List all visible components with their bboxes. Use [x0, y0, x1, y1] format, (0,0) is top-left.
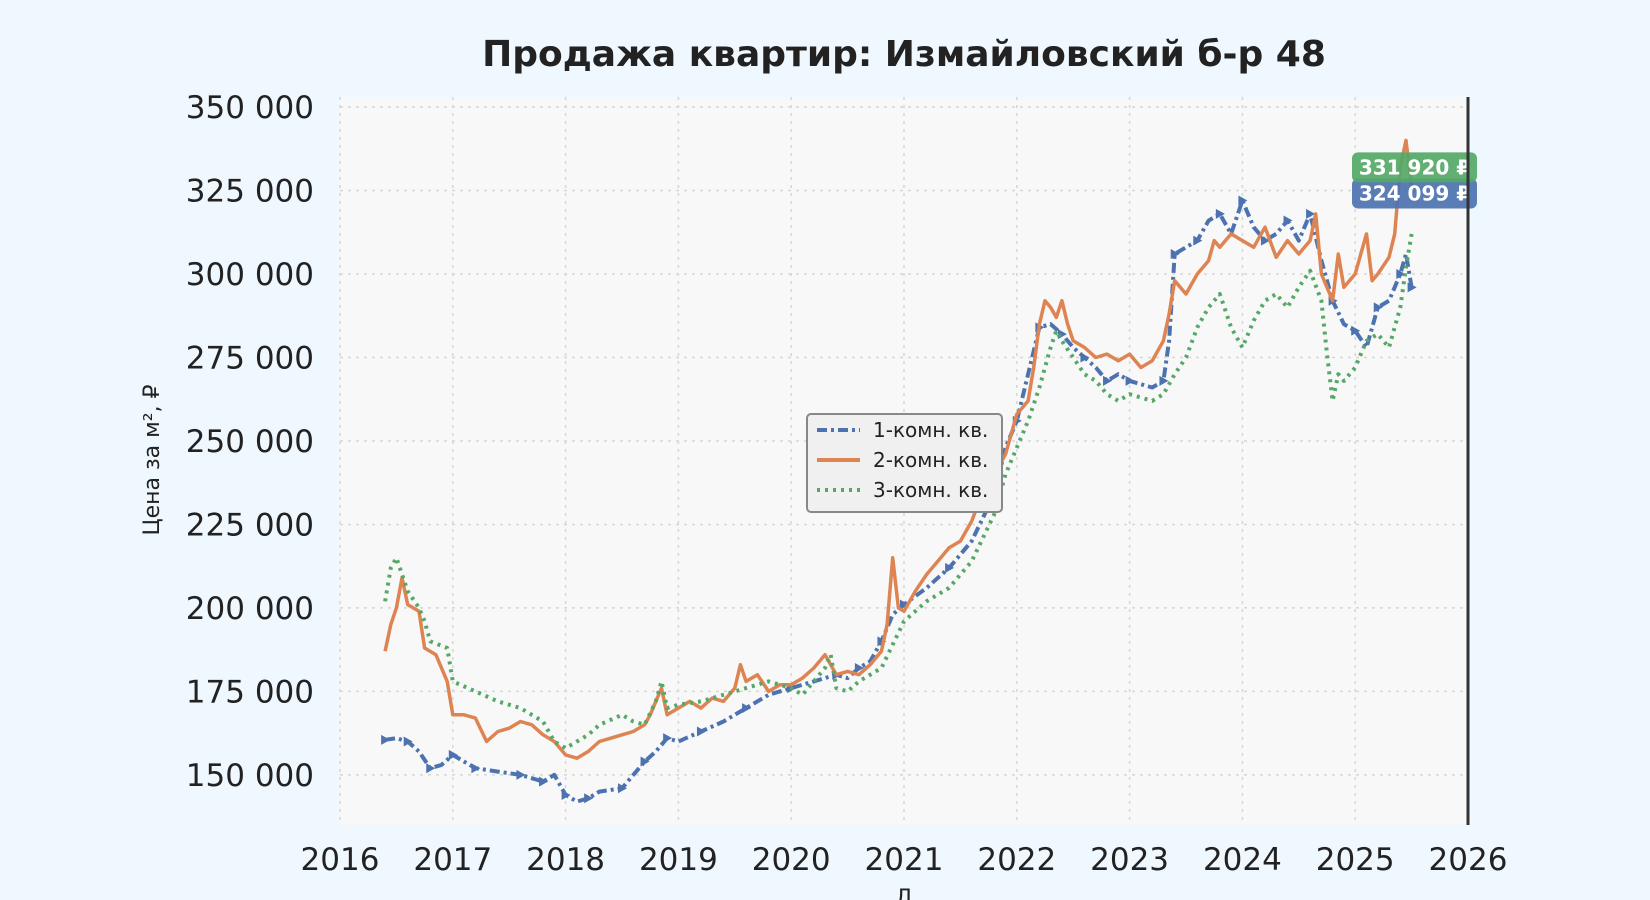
series-marker: [381, 734, 391, 745]
series-marker: [516, 769, 526, 780]
series-marker: [1170, 248, 1180, 259]
y-tick-label: 150 000: [186, 758, 314, 794]
series-marker: [854, 663, 864, 674]
series-marker: [1306, 208, 1316, 219]
y-tick-label: 250 000: [186, 424, 314, 460]
series-line-2: [383, 138, 1414, 760]
series-marker: [1193, 235, 1203, 246]
series-marker: [1407, 282, 1417, 293]
last-value-badge-label: 324 099 ₽: [1359, 182, 1470, 206]
x-tick-label: 2025: [1316, 842, 1395, 878]
series-marker: [1159, 375, 1169, 386]
series-marker: [1351, 325, 1361, 336]
y-tick-labels: 150 000 175 000 200 000 225 000 250 000 275 0…: [186, 90, 314, 794]
series-marker: [1080, 352, 1090, 363]
y-tick-label: 325 000: [186, 174, 314, 210]
legend-label-3: 3-комн. кв.: [873, 478, 988, 502]
x-tick-labels: 2016 2017 2018 2019 2020 2021 2022 2023 2024 2025…: [301, 842, 1508, 878]
series-marker: [426, 763, 436, 774]
legend-label-1: 1-комн. кв.: [873, 418, 988, 442]
series-marker: [663, 733, 673, 744]
x-tick-label: 2017: [413, 842, 492, 878]
chart-title: Продажа квартир: Измайловский б-р 48: [482, 34, 1326, 75]
series-marker: [742, 703, 752, 714]
x-tick-label: 2020: [752, 842, 831, 878]
x-tick-label: 2026: [1429, 842, 1508, 878]
series-marker: [1283, 215, 1293, 226]
badge-layer: 324 099 ₽ 331 920 ₽: [1352, 152, 1477, 209]
series-marker: [471, 763, 481, 774]
y-tick-label: 300 000: [186, 257, 314, 293]
last-value-badge-label: 331 920 ₽: [1359, 155, 1470, 179]
series-marker: [945, 562, 955, 573]
y-tick-label: 225 000: [186, 507, 314, 543]
series-marker: [1125, 375, 1135, 386]
series-marker: [1103, 375, 1113, 386]
last-value-badge: [1352, 152, 1477, 183]
series-layer: [381, 138, 1417, 804]
series-marker: [1238, 195, 1248, 206]
legend-box: [806, 413, 1003, 513]
series-marker: [403, 736, 413, 747]
series-marker: [900, 599, 909, 610]
x-tick-label: 2023: [1090, 842, 1169, 878]
x-tick-label: 2021: [865, 842, 944, 878]
y-tick-label: 350 000: [186, 90, 314, 126]
series-marker: [1396, 268, 1406, 279]
series-marker: [1260, 235, 1270, 246]
series-line-1: [384, 198, 1414, 804]
legend-label-2: 2-комн. кв.: [873, 448, 988, 472]
series-marker: [640, 756, 650, 767]
x-axis-label: Д: [895, 886, 912, 900]
series-marker: [696, 726, 706, 737]
y-tick-label: 200 000: [186, 591, 314, 627]
series-marker: [448, 749, 458, 760]
series-marker: [539, 776, 549, 787]
series-marker: [618, 783, 627, 794]
legend: 1-комн. кв. 2-комн. кв. 3-комн. кв.: [806, 413, 1003, 513]
x-tick-label: 2016: [301, 842, 380, 878]
series-marker: [561, 789, 571, 800]
series-marker: [1215, 208, 1225, 219]
series-marker: [1373, 302, 1383, 313]
y-tick-label: 175 000: [186, 674, 314, 710]
y-tick-label: 275 000: [186, 340, 314, 376]
x-tick-label: 2024: [1203, 842, 1282, 878]
x-tick-label: 2018: [526, 842, 605, 878]
last-value-badge: [1352, 178, 1477, 209]
x-tick-label: 2022: [977, 842, 1056, 878]
y-axis-label: Цена за м², ₽: [140, 384, 165, 535]
x-tick-label: 2019: [639, 842, 718, 878]
series-marker: [584, 793, 594, 804]
